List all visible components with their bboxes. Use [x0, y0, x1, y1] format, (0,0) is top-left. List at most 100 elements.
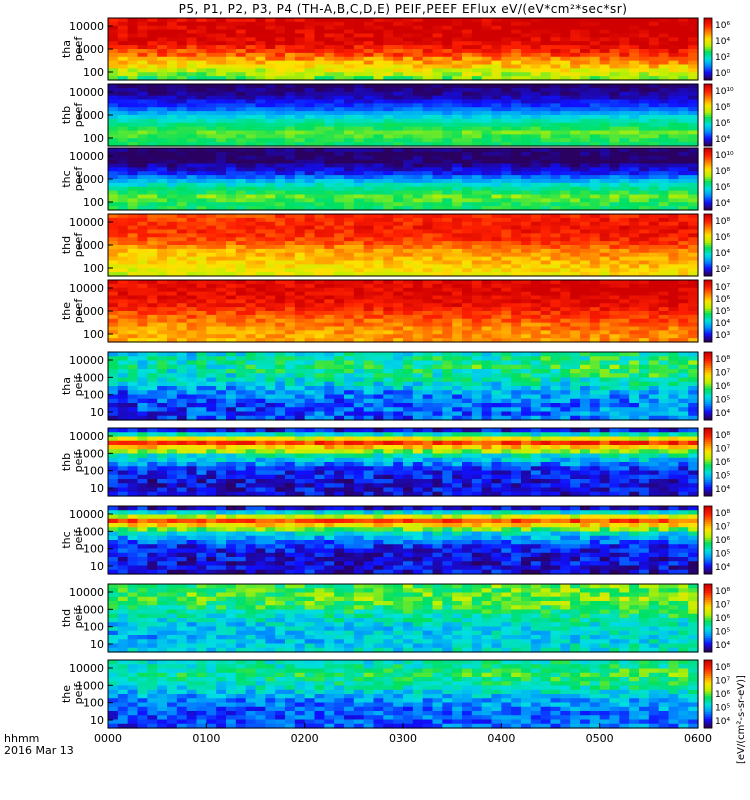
heatmap-cell — [550, 118, 561, 124]
heatmap-cell — [186, 171, 198, 176]
heatmap-cell — [334, 206, 345, 211]
heatmap-cell — [609, 84, 620, 89]
heatmap-cell — [245, 21, 257, 27]
heatmap-cell — [648, 248, 660, 254]
heatmap-cell — [127, 45, 139, 50]
heatmap-cell — [117, 190, 129, 196]
heatmap-cell — [294, 330, 306, 335]
heatmap-cell — [580, 60, 591, 66]
heatmap-cell — [334, 237, 345, 242]
heatmap-cell — [147, 283, 158, 289]
heatmap-cell — [422, 214, 434, 219]
heatmap-cell — [176, 68, 188, 73]
heatmap-cell — [353, 225, 365, 231]
heatmap-cell — [688, 167, 699, 172]
heatmap-cell — [589, 194, 601, 199]
heatmap-cell — [688, 134, 699, 139]
heatmap-cell — [589, 49, 601, 54]
heatmap-cell — [344, 268, 355, 273]
heatmap-cell — [491, 148, 502, 153]
heatmap-cell — [216, 29, 227, 35]
heatmap-cell — [294, 52, 306, 58]
heatmap-cell — [314, 163, 325, 168]
heatmap-cell — [609, 138, 620, 143]
heatmap-cell — [619, 233, 630, 238]
heatmap-cell — [521, 248, 532, 254]
panel-product-label: peef — [72, 166, 85, 192]
heatmap-cell — [294, 126, 306, 132]
heatmap-cell — [678, 252, 689, 258]
heatmap-cell — [235, 107, 247, 112]
heatmap-cell — [373, 307, 384, 312]
heatmap-cell — [511, 241, 522, 246]
heatmap-cell — [688, 252, 699, 258]
heatmap-cell — [167, 130, 178, 135]
heatmap-cell — [639, 283, 650, 289]
heatmap-cell — [216, 248, 227, 254]
heatmap-cell — [334, 21, 345, 27]
heatmap-cell — [294, 72, 306, 77]
heatmap-cell — [540, 311, 552, 316]
heatmap-cell — [609, 37, 620, 42]
heatmap-cell — [570, 233, 581, 238]
heatmap-cell — [432, 260, 443, 265]
heatmap-cell — [353, 142, 365, 147]
heatmap-cell — [501, 87, 512, 93]
heatmap-cell — [255, 151, 266, 157]
heatmap-cell — [550, 175, 561, 180]
heatmap-cell — [363, 45, 375, 50]
heatmap-cell — [245, 245, 257, 250]
heatmap-cell — [108, 322, 119, 328]
heatmap-cell — [304, 72, 316, 77]
heatmap-cell — [353, 21, 365, 27]
heatmap-cell — [432, 159, 443, 165]
heatmap-cell — [619, 252, 630, 258]
heatmap-cell — [540, 49, 552, 54]
heatmap-cell — [442, 248, 453, 254]
heatmap-cell — [511, 111, 522, 116]
heatmap-cell — [481, 118, 493, 124]
heatmap-cell — [285, 237, 296, 242]
heatmap-cell — [344, 25, 355, 31]
heatmap-cell — [226, 283, 237, 289]
heatmap-cell — [393, 171, 404, 176]
heatmap-cell — [452, 37, 463, 42]
heatmap-cell — [668, 334, 679, 339]
heatmap-cell — [481, 330, 493, 335]
heatmap-cell — [589, 25, 601, 31]
heatmap-cell — [589, 295, 601, 300]
heatmap-cell — [196, 256, 207, 262]
heatmap-cell — [324, 330, 335, 335]
heatmap-cell — [471, 130, 483, 135]
heatmap-cell — [639, 21, 650, 27]
heatmap-cell — [363, 107, 375, 112]
heatmap-cell — [412, 280, 424, 285]
heatmap-cell — [275, 291, 286, 297]
heatmap-cell — [285, 33, 296, 38]
heatmap-cell — [314, 221, 325, 227]
heatmap-cell — [255, 45, 266, 50]
heatmap-cell — [678, 256, 689, 262]
heatmap-cell — [127, 299, 139, 304]
heatmap-cell — [412, 233, 424, 238]
heatmap-cell — [127, 186, 139, 192]
heatmap-cell — [235, 264, 247, 269]
heatmap-cell — [353, 233, 365, 238]
heatmap-cell — [462, 171, 473, 176]
heatmap-cell — [226, 33, 237, 38]
heatmap-cell — [403, 314, 414, 320]
heatmap-cell — [275, 322, 286, 328]
heatmap-cell — [186, 334, 198, 339]
heatmap-cell — [265, 179, 276, 184]
heatmap-cell — [658, 202, 670, 207]
colorbar-tick-label: 10⁴ — [715, 135, 730, 145]
heatmap-cell — [285, 318, 296, 324]
heatmap-cell — [334, 225, 345, 231]
heatmap-cell — [658, 175, 670, 180]
heatmap-cell — [226, 229, 237, 234]
heatmap-cell — [108, 214, 119, 219]
heatmap-cell — [550, 76, 561, 81]
heatmap-cell — [481, 182, 493, 188]
heatmap-cell — [226, 56, 237, 62]
heatmap-cell — [176, 186, 188, 192]
